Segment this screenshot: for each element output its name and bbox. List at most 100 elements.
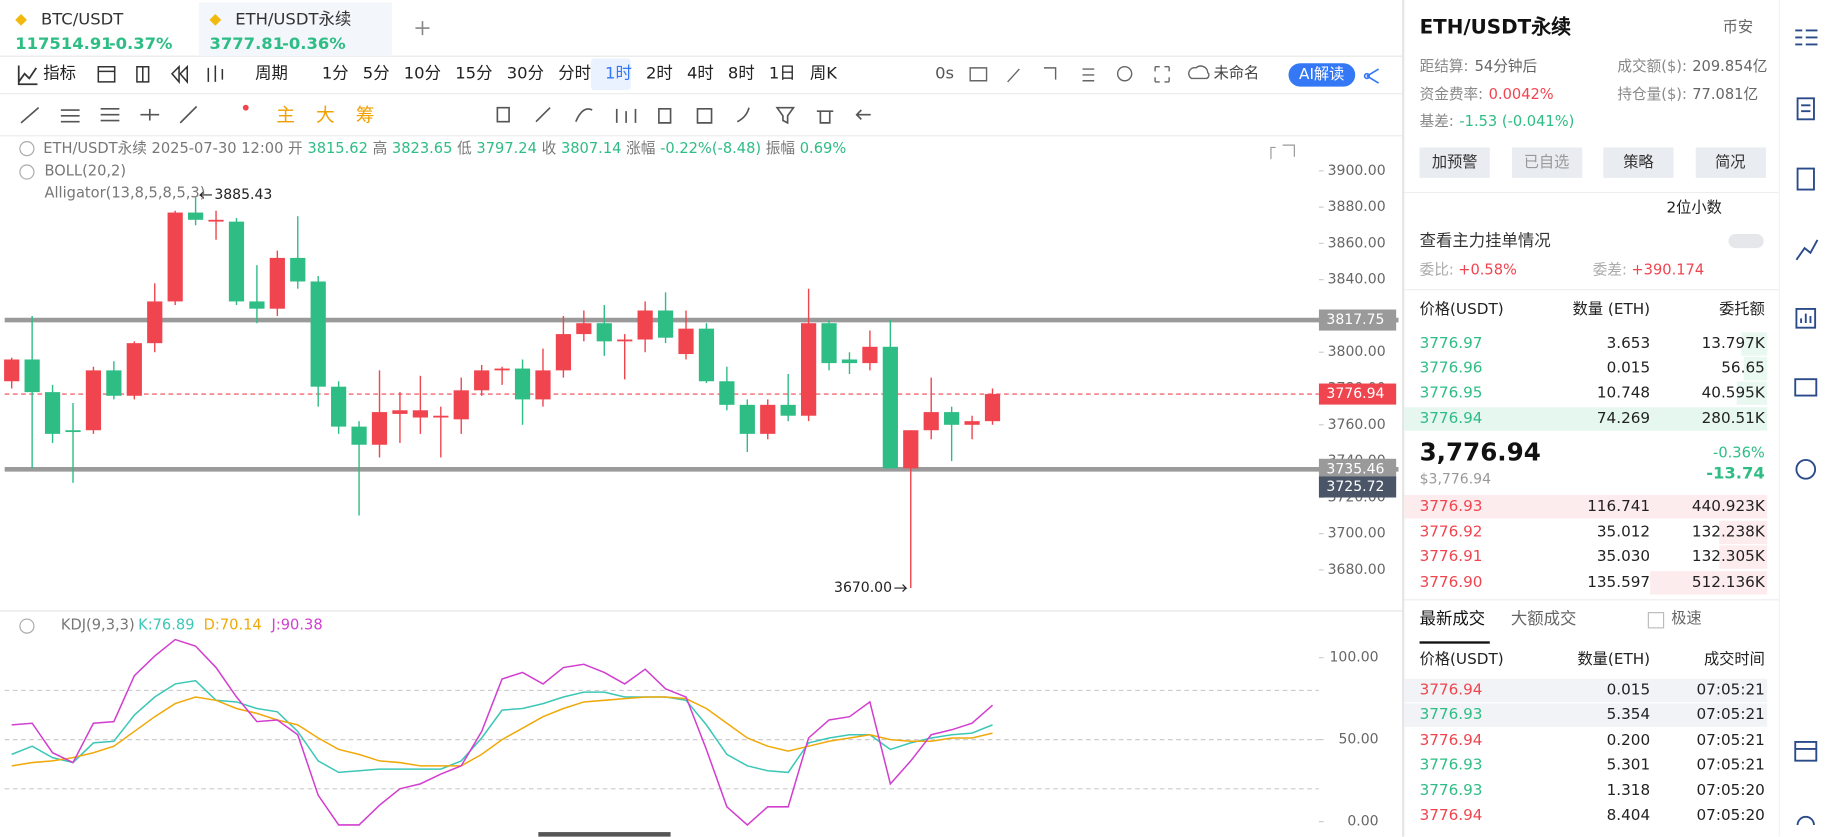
period-button[interactable]: 周期 bbox=[255, 64, 288, 84]
tab-symbol[interactable]: ETH/USDT永续 bbox=[235, 10, 352, 30]
cell: 512.136K bbox=[1691, 573, 1765, 592]
candle-body bbox=[290, 257, 306, 282]
legend-symbol: ETH/USDT永续 bbox=[43, 138, 147, 157]
stat-value: 0.0042% bbox=[1488, 85, 1554, 103]
panel-button[interactable]: 已自选 bbox=[1523, 153, 1570, 172]
max-label: 3885.43 bbox=[214, 187, 272, 203]
interval-button[interactable]: 1日 bbox=[768, 64, 796, 84]
divider bbox=[1404, 191, 1779, 194]
scrollbar bbox=[538, 832, 671, 837]
layout-name[interactable]: 未命名 bbox=[1213, 64, 1260, 83]
ai-button-bg[interactable] bbox=[1288, 63, 1356, 87]
candle-body bbox=[882, 346, 898, 469]
candle-body bbox=[106, 370, 122, 396]
trade-price: 3776.93 bbox=[1419, 781, 1483, 800]
tab-price: 3777.81 bbox=[209, 35, 285, 54]
kdj-legend: KDJ(9,3,3) bbox=[60, 615, 135, 633]
level-label: 3735.46 bbox=[1326, 461, 1384, 477]
tool-button[interactable]: 主 bbox=[276, 104, 295, 127]
cell: 3776.95 bbox=[1419, 384, 1483, 403]
legend-label: 开 bbox=[288, 138, 303, 157]
candle-body bbox=[126, 343, 142, 396]
candle-body bbox=[208, 219, 224, 222]
candle-body bbox=[964, 421, 980, 425]
trade-time: 07:05:21 bbox=[1696, 731, 1765, 750]
level-label-bg bbox=[1318, 309, 1397, 331]
interval-button[interactable]: 15分 bbox=[455, 64, 493, 84]
row-bg bbox=[1404, 703, 1768, 728]
cell: 35.030 bbox=[1596, 548, 1651, 566]
interval-button[interactable]: 1分 bbox=[321, 64, 349, 84]
candle-body bbox=[167, 212, 183, 302]
y-tick-label: 100.00 bbox=[1330, 650, 1379, 666]
toggle bbox=[19, 141, 35, 157]
button-bg bbox=[1511, 147, 1582, 178]
stat-label: 距结算: bbox=[1419, 57, 1469, 75]
cell: 35.012 bbox=[1596, 523, 1651, 541]
depth-bar bbox=[1741, 332, 1768, 356]
cell: 委托额 bbox=[1719, 301, 1765, 319]
panel-button[interactable]: 简况 bbox=[1715, 153, 1746, 172]
last-price: 3,776.94 bbox=[1419, 438, 1541, 467]
y-tick-label: 3680.00 bbox=[1328, 562, 1386, 578]
interval-button[interactable]: 5分 bbox=[362, 64, 390, 84]
interval-button[interactable]: 10分 bbox=[403, 64, 442, 84]
candle-body bbox=[249, 301, 265, 309]
decimals-select[interactable]: 2位小数 bbox=[1666, 199, 1722, 218]
kdj-legend-value: D:70.14 bbox=[203, 615, 262, 633]
cell: 280.51K bbox=[1701, 409, 1765, 428]
fast-toggle[interactable]: 极速 bbox=[1671, 610, 1702, 628]
tool-button[interactable]: 大 bbox=[315, 104, 335, 127]
interval-button[interactable]: 4时 bbox=[686, 64, 714, 84]
candle-body bbox=[780, 404, 796, 416]
cell: 3.653 bbox=[1606, 335, 1651, 353]
legend-label: 收 bbox=[541, 138, 557, 157]
min-label: 3670.00 bbox=[834, 580, 892, 596]
crosshair-label: 3725.72 bbox=[1326, 479, 1384, 495]
trade-tab[interactable]: 最新成交 bbox=[1419, 609, 1486, 629]
min-arrow bbox=[894, 584, 908, 592]
cell: 132.305K bbox=[1691, 548, 1765, 566]
candle-body bbox=[4, 359, 20, 382]
candle-body bbox=[331, 386, 347, 427]
stat-value: 54分钟后 bbox=[1474, 57, 1538, 75]
cell: 价格(USDT) bbox=[1419, 651, 1504, 669]
interval-button[interactable]: 8时 bbox=[727, 64, 755, 84]
trade-time: 07:05:20 bbox=[1696, 806, 1765, 825]
tool-button[interactable]: 筹 bbox=[355, 104, 375, 127]
candle-body bbox=[576, 323, 592, 335]
legend-value: 0.69% bbox=[799, 138, 847, 157]
depth-bar bbox=[1719, 545, 1768, 569]
coin-icon bbox=[209, 14, 222, 26]
ai-button[interactable]: AI解读 bbox=[1299, 66, 1345, 84]
chart-area: 3900.003880.003860.003840.003820.003800.… bbox=[0, 2, 1403, 837]
cell: 数量(ETH) bbox=[1577, 651, 1651, 669]
expand-icon bbox=[1270, 144, 1295, 160]
stat-label: 资金费率: bbox=[1419, 85, 1484, 103]
tab-symbol[interactable]: BTC/USDT bbox=[40, 10, 124, 30]
interval-button[interactable]: 周K bbox=[809, 64, 837, 84]
legend-value: 3807.14 bbox=[560, 138, 622, 157]
interval-button[interactable]: 2时 bbox=[646, 64, 673, 84]
cell: 成交时间 bbox=[1703, 651, 1765, 669]
trade-tab[interactable]: 大额成交 bbox=[1510, 609, 1577, 629]
share-icon bbox=[1363, 68, 1380, 84]
exchange[interactable]: 币安 bbox=[1722, 19, 1754, 37]
cell: 3776.97 bbox=[1419, 335, 1483, 353]
candle-body bbox=[494, 368, 510, 371]
panel-button[interactable]: 加预警 bbox=[1431, 153, 1478, 172]
panel-button[interactable]: 策略 bbox=[1623, 153, 1654, 172]
cell: 10.748 bbox=[1596, 384, 1651, 403]
interval-button[interactable]: 1时 bbox=[605, 64, 632, 84]
tab-change: -0.37% bbox=[108, 35, 173, 54]
main-orders-link[interactable]: 查看主力挂单情况 bbox=[1419, 231, 1551, 251]
interval-button[interactable]: 分时 bbox=[558, 64, 592, 84]
last-usd: $3,776.94 bbox=[1419, 470, 1492, 487]
y-tick-label: 0.00 bbox=[1347, 814, 1378, 830]
last-price-label: 3776.94 bbox=[1326, 386, 1384, 402]
trade-time: 07:05:21 bbox=[1696, 681, 1765, 700]
button-bg bbox=[1419, 147, 1490, 178]
interval-button[interactable]: 30分 bbox=[506, 64, 544, 84]
indicators-button[interactable]: 指标 bbox=[43, 64, 77, 84]
legend-label: 高 bbox=[372, 138, 388, 157]
